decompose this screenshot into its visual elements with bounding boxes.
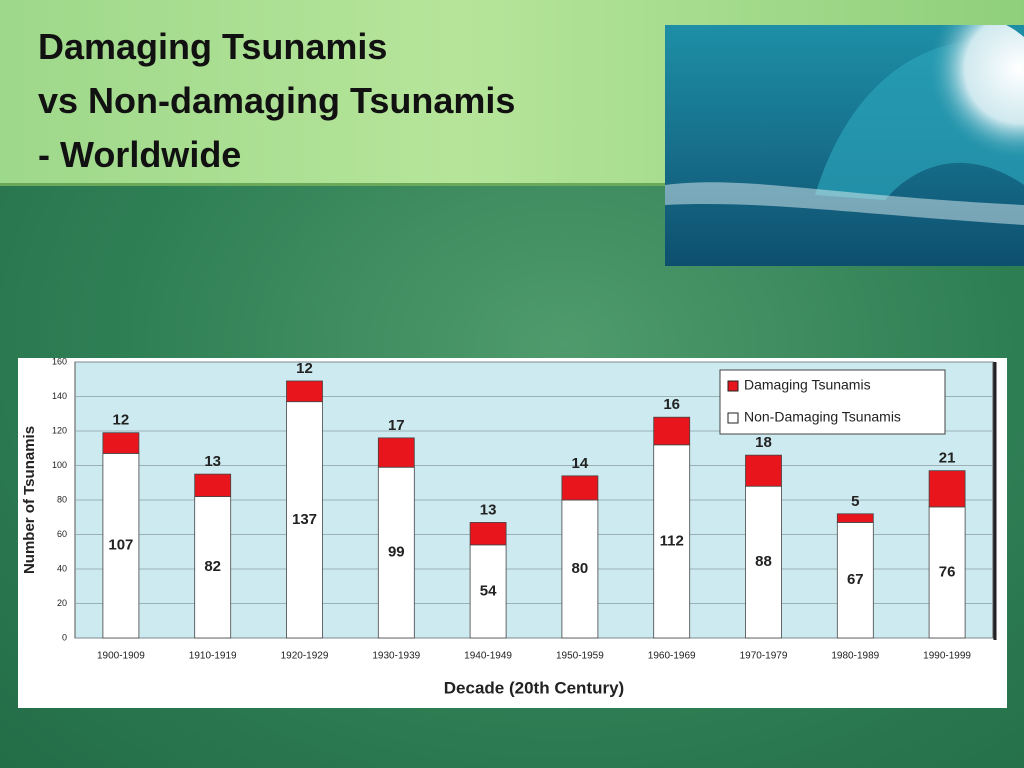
y-tick-label: 40 [57, 563, 67, 573]
bar-segment [469, 522, 507, 546]
bar-segment [653, 444, 691, 639]
title-line: vs Non-damaging Tsunamis [38, 80, 516, 121]
data-label: 54 [480, 582, 497, 599]
bar-segment [928, 470, 966, 508]
bar-segment [286, 401, 323, 639]
y-tick-label: 80 [57, 494, 67, 504]
x-tick-label: 1940-1949 [464, 651, 512, 662]
data-label: 99 [388, 544, 405, 561]
legend-label: Non-Damaging Tsunamis [744, 409, 901, 425]
data-label: 80 [572, 560, 589, 577]
bar-segment [561, 475, 599, 501]
bar-segment [836, 522, 874, 639]
x-tick-label: 1990-1999 [923, 651, 971, 662]
data-label: 13 [480, 501, 497, 518]
bar-segment [194, 496, 232, 639]
y-tick-label: 60 [57, 529, 67, 539]
data-label: 21 [939, 450, 956, 467]
data-label: 18 [755, 434, 772, 451]
bar-segment [102, 432, 140, 454]
x-tick-label: 1920-1929 [281, 651, 329, 662]
legend-swatch [727, 412, 739, 424]
x-tick-label: 1950-1959 [556, 651, 604, 662]
legend-box [719, 369, 946, 435]
legend-swatch [727, 380, 739, 392]
data-label: 12 [296, 360, 313, 377]
bar-segment [745, 485, 782, 639]
y-tick-label: 100 [52, 460, 67, 470]
x-tick-label: 1910-1919 [189, 651, 237, 662]
x-tick-label: 1900-1909 [97, 651, 145, 662]
x-tick-label: 1980-1989 [831, 651, 879, 662]
x-tick-label: 1970-1979 [740, 651, 788, 662]
y-tick-label: 20 [57, 598, 67, 608]
y-tick-label: 160 [52, 356, 67, 366]
data-label: 17 [388, 417, 405, 434]
bar-segment [286, 380, 323, 403]
y-tick-label: 120 [52, 425, 67, 435]
bar-segment [928, 506, 966, 639]
data-label: 14 [572, 455, 589, 472]
legend-label: Damaging Tsunamis [744, 377, 871, 393]
y-axis-label: Number of Tsunamis [21, 426, 38, 574]
bar-segment [653, 416, 691, 446]
bar-segment [836, 513, 874, 523]
bar-segment [194, 473, 232, 497]
data-label: 12 [113, 412, 130, 429]
data-label: 13 [204, 453, 221, 470]
bar-segment [469, 544, 507, 639]
title-line: - Worldwide [38, 134, 242, 175]
wave-photo [665, 25, 1024, 266]
data-label: 76 [939, 563, 956, 580]
data-label: 88 [755, 553, 772, 570]
x-axis-label: Decade (20th Century) [444, 678, 624, 697]
x-tick-label: 1960-1969 [648, 651, 696, 662]
bar-segment [377, 437, 415, 468]
y-tick-label: 0 [62, 632, 67, 642]
bar-segment [745, 454, 782, 487]
x-tick-label: 1930-1939 [372, 651, 420, 662]
bar-segment [561, 499, 599, 639]
data-label: 67 [847, 571, 864, 588]
data-label: 107 [108, 537, 133, 554]
title-line: Damaging Tsunamis [38, 26, 388, 67]
data-label: 16 [663, 396, 680, 413]
data-label: 82 [204, 558, 221, 575]
data-label: 112 [660, 532, 684, 549]
data-label: 137 [292, 511, 317, 528]
y-tick-label: 140 [52, 391, 67, 401]
data-label: 5 [851, 493, 859, 510]
bar-segment [102, 453, 140, 639]
